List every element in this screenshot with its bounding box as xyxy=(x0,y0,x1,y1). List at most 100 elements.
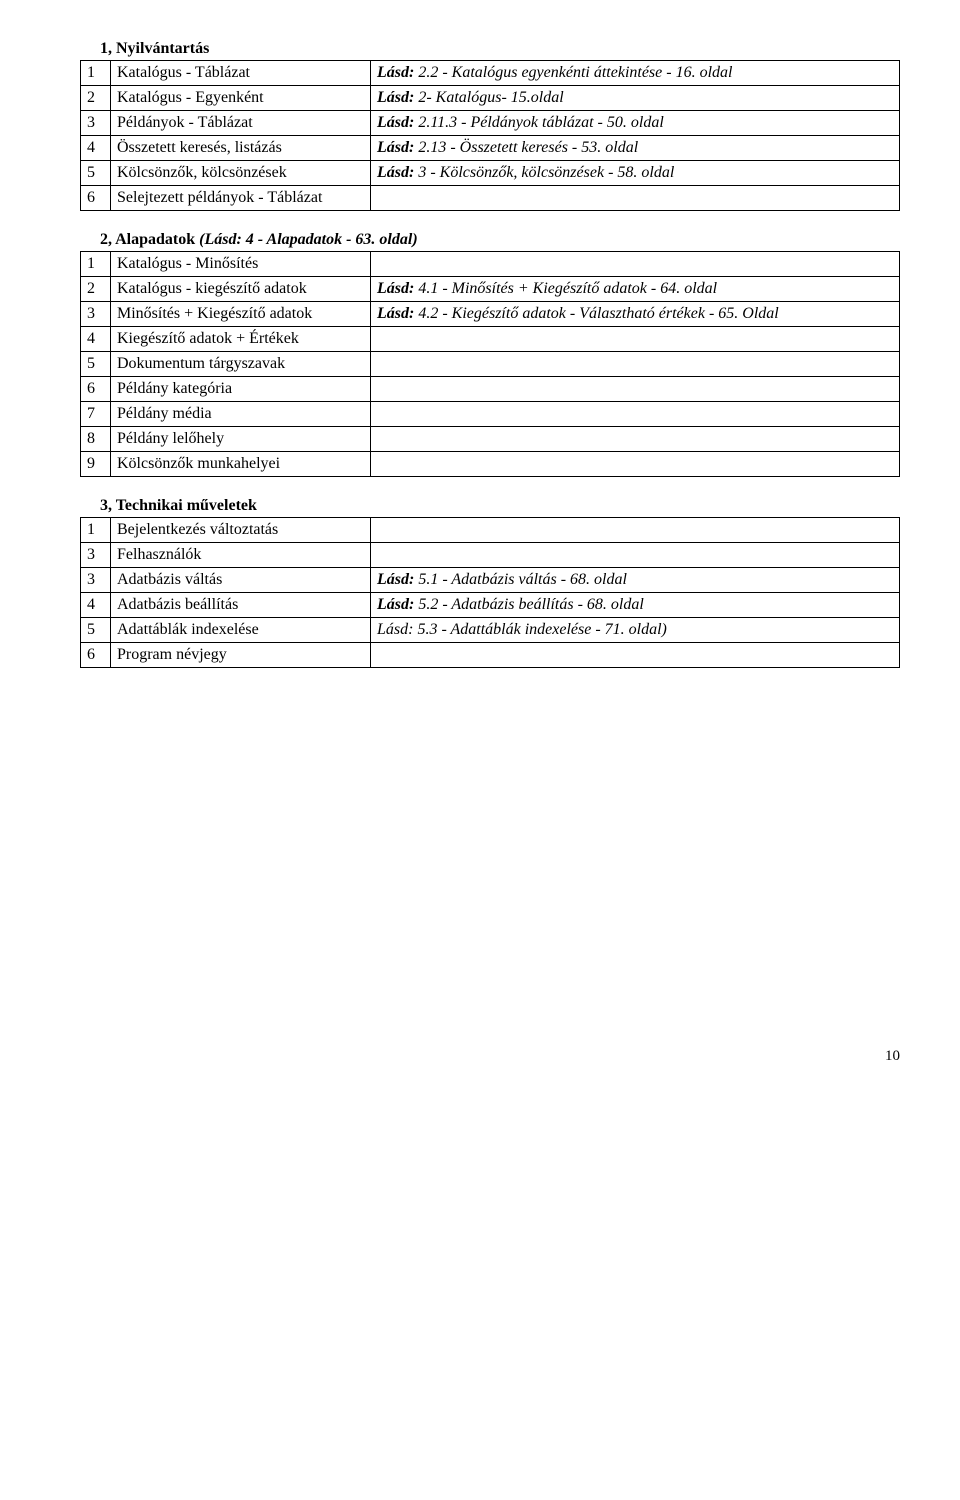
table-row: 5Adattáblák indexeléseLásd: 5.3 - Adattá… xyxy=(81,618,900,643)
section-title-plain: 1, Nyilvántartás xyxy=(100,40,209,57)
row-number: 3 xyxy=(81,543,111,568)
row-reference: Lásd: 2.11.3 - Példányok táblázat - 50. … xyxy=(371,111,900,136)
row-name: Adattáblák indexelése xyxy=(111,618,371,643)
row-name: Selejtezett példányok - Táblázat xyxy=(111,186,371,211)
table-row: 2Katalógus - EgyenkéntLásd: 2- Katalógus… xyxy=(81,86,900,111)
row-number: 6 xyxy=(81,186,111,211)
section-title-plain: 2, Alapadatok xyxy=(100,231,199,248)
row-name: Bejelentkezés változtatás xyxy=(111,518,371,543)
section-title: 1, Nyilvántartás xyxy=(100,40,900,58)
table-row: 5Kölcsönzők, kölcsönzések Lásd: 3 - Kölcs… xyxy=(81,161,900,186)
table-row: 3Adatbázis váltásLásd: 5.1 - Adatbázis v… xyxy=(81,568,900,593)
row-reference: Lásd: 5.3 - Adattáblák indexelése - 71. … xyxy=(371,618,900,643)
row-reference: Lásd: 4.2 - Kiegészítő adatok - Választh… xyxy=(371,302,900,327)
section-title-italic: (Lásd: 4 - Alapadatok - 63. oldal) xyxy=(199,231,418,248)
row-reference xyxy=(371,352,900,377)
row-reference xyxy=(371,252,900,277)
ref-bold: Lásd: xyxy=(377,596,414,613)
row-reference: Lásd: 2.2 - Katalógus egyenkénti áttekin… xyxy=(371,61,900,86)
row-name: Példányok - Táblázat xyxy=(111,111,371,136)
row-name: Példány lelőhely xyxy=(111,427,371,452)
section-title: 3, Technikai műveletek xyxy=(100,497,900,515)
row-reference xyxy=(371,186,900,211)
ref-text: 2- Katalógus- 15.oldal xyxy=(414,89,563,106)
ref-bold: Lásd: xyxy=(377,571,414,588)
row-reference: Lásd: 5.2 - Adatbázis beállítás - 68. ol… xyxy=(371,593,900,618)
section-table: 1Katalógus - TáblázatLásd: 2.2 - Katalóg… xyxy=(80,60,900,211)
row-reference: Lásd: 5.1 - Adatbázis váltás - 68. oldal xyxy=(371,568,900,593)
ref-text: 3 - Kölcsönzők, kölcsönzések - 58. oldal xyxy=(414,164,674,181)
table-row: 5Dokumentum tárgyszavak xyxy=(81,352,900,377)
row-reference xyxy=(371,427,900,452)
row-number: 6 xyxy=(81,643,111,668)
row-number: 4 xyxy=(81,593,111,618)
section-title-plain: 3, Technikai műveletek xyxy=(100,497,257,514)
row-number: 5 xyxy=(81,352,111,377)
document-body: 1, Nyilvántartás1Katalógus - TáblázatLás… xyxy=(80,40,900,668)
ref-bold: Lásd: xyxy=(377,89,414,106)
row-reference xyxy=(371,518,900,543)
table-row: 2Katalógus - kiegészítő adatok Lásd: 4.1 … xyxy=(81,277,900,302)
row-name: Kölcsönzők munkahelyei xyxy=(111,452,371,477)
row-reference: Lásd: 2.13 - Összetett keresés - 53. old… xyxy=(371,136,900,161)
row-number: 8 xyxy=(81,427,111,452)
row-reference xyxy=(371,452,900,477)
ref-bold: Lásd: xyxy=(377,64,414,81)
row-reference xyxy=(371,402,900,427)
row-name: Adatbázis beállítás xyxy=(111,593,371,618)
row-number: 1 xyxy=(81,61,111,86)
table-row: 4Összetett keresés, listázásLásd: 2.13 -… xyxy=(81,136,900,161)
row-number: 1 xyxy=(81,252,111,277)
table-row: 1Katalógus - TáblázatLásd: 2.2 - Katalóg… xyxy=(81,61,900,86)
ref-text: 4.2 - Kiegészítő adatok - Választható ér… xyxy=(414,305,778,322)
ref-text: 2.13 - Összetett keresés - 53. oldal xyxy=(414,139,638,156)
ref-bold: Lásd: xyxy=(377,280,414,297)
row-name: Példány kategória xyxy=(111,377,371,402)
section-title: 2, Alapadatok (Lásd: 4 - Alapadatok - 63… xyxy=(100,231,900,249)
row-reference xyxy=(371,543,900,568)
table-row: 4Adatbázis beállításLásd: 5.2 - Adatbázi… xyxy=(81,593,900,618)
ref-text: 5.1 - Adatbázis váltás - 68. oldal xyxy=(414,571,627,588)
table-row: 6Példány kategória xyxy=(81,377,900,402)
row-number: 4 xyxy=(81,327,111,352)
table-row: 3Felhasználók xyxy=(81,543,900,568)
table-row: 1Katalógus - Minősítés xyxy=(81,252,900,277)
row-number: 3 xyxy=(81,302,111,327)
row-name: Dokumentum tárgyszavak xyxy=(111,352,371,377)
table-row: 9Kölcsönzők munkahelyei xyxy=(81,452,900,477)
ref-bold: Lásd: xyxy=(377,164,414,181)
row-name: Katalógus - Egyenként xyxy=(111,86,371,111)
row-number: 4 xyxy=(81,136,111,161)
row-name: Felhasználók xyxy=(111,543,371,568)
row-name: Katalógus - Táblázat xyxy=(111,61,371,86)
table-row: 3Minősítés + Kiegészítő adatokLásd: 4.2 … xyxy=(81,302,900,327)
row-number: 6 xyxy=(81,377,111,402)
table-row: 8Példány lelőhely xyxy=(81,427,900,452)
row-name: Program névjegy xyxy=(111,643,371,668)
table-row: 6Selejtezett példányok - Táblázat xyxy=(81,186,900,211)
row-name: Minősítés + Kiegészítő adatok xyxy=(111,302,371,327)
row-name: Összetett keresés, listázás xyxy=(111,136,371,161)
row-number: 5 xyxy=(81,161,111,186)
row-number: 1 xyxy=(81,518,111,543)
row-number: 5 xyxy=(81,618,111,643)
ref-bold: Lásd: xyxy=(377,305,414,322)
table-row: 1Bejelentkezés változtatás xyxy=(81,518,900,543)
row-number: 2 xyxy=(81,277,111,302)
ref-bold: Lásd: xyxy=(377,114,414,131)
row-reference: Lásd: 2- Katalógus- 15.oldal xyxy=(371,86,900,111)
row-name: Kiegészítő adatok + Értékek xyxy=(111,327,371,352)
row-number: 3 xyxy=(81,568,111,593)
table-row: 3Példányok - TáblázatLásd: 2.11.3 - Péld… xyxy=(81,111,900,136)
row-number: 3 xyxy=(81,111,111,136)
ref-text: 4.1 - Minősítés + Kiegészítő adatok - 64… xyxy=(414,280,717,297)
ref-text: 5.2 - Adatbázis beállítás - 68. oldal xyxy=(414,596,643,613)
ref-text: 2.2 - Katalógus egyenkénti áttekintése -… xyxy=(414,64,732,81)
row-number: 9 xyxy=(81,452,111,477)
row-name: Kölcsönzők, kölcsönzések xyxy=(111,161,371,186)
row-reference xyxy=(371,327,900,352)
row-name: Katalógus - kiegészítő adatok xyxy=(111,277,371,302)
table-row: 4Kiegészítő adatok + Értékek xyxy=(81,327,900,352)
section-table: 1Bejelentkezés változtatás3Felhasználók3… xyxy=(80,517,900,668)
row-reference xyxy=(371,377,900,402)
